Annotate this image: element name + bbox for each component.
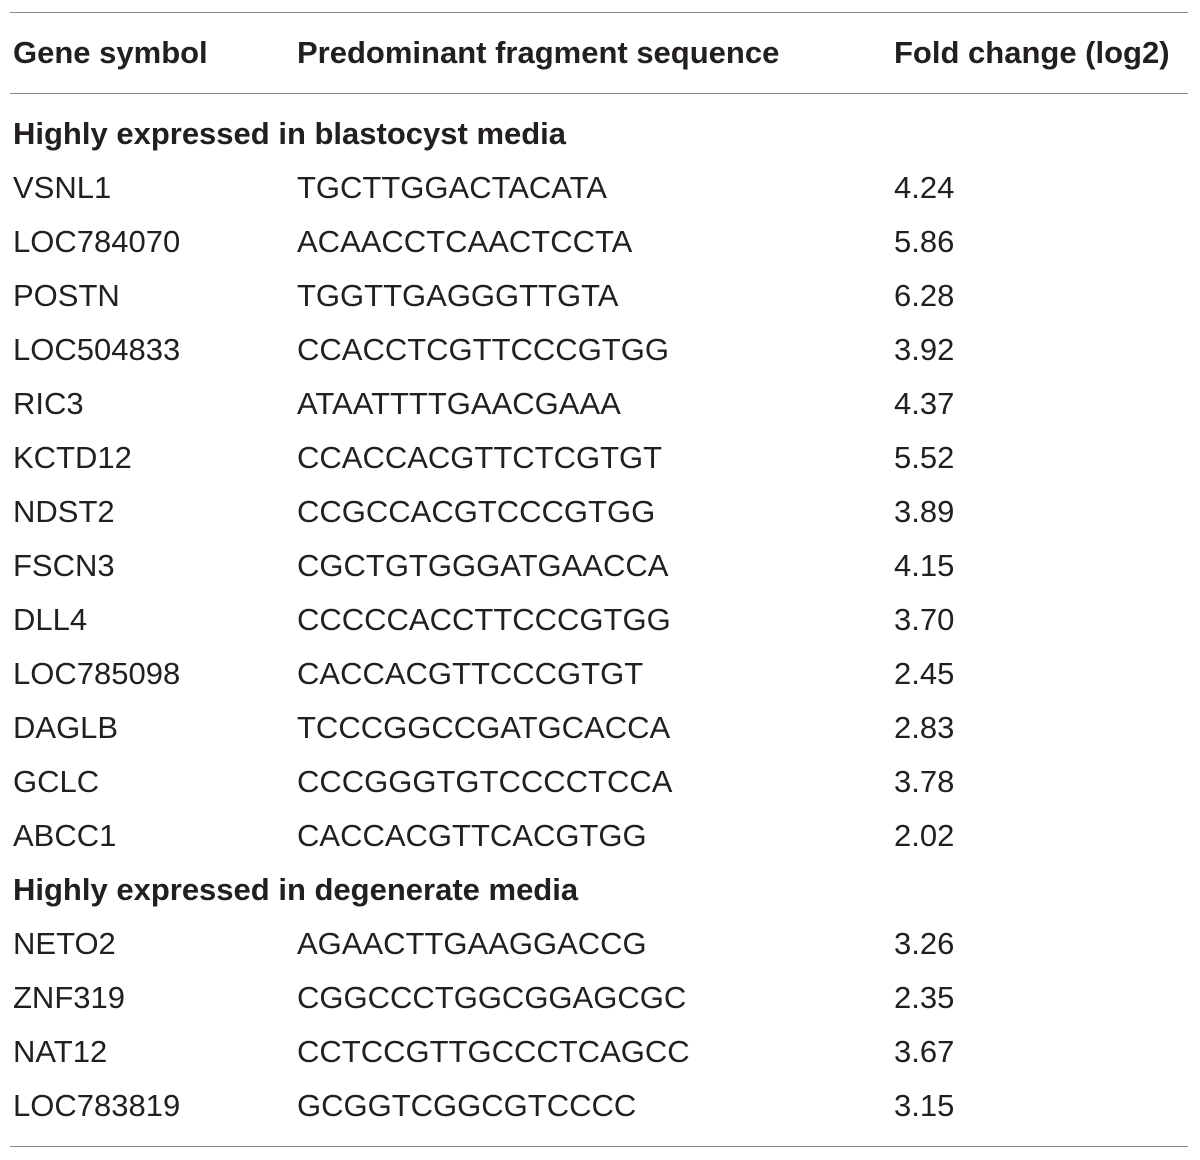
- table-row: RIC3 ATAATTTTGAACGAAA 4.37: [0, 377, 1200, 431]
- fold-change-cell: 6.28: [894, 278, 955, 313]
- sequence-cell: CCCGGGTGTCCCCTCCA: [297, 764, 673, 799]
- fold-change-cell: 3.78: [894, 764, 955, 799]
- fold-change-cell: 2.02: [894, 818, 955, 853]
- gene-symbol-cell: POSTN: [13, 278, 120, 313]
- gene-symbol-cell: GCLC: [13, 764, 100, 799]
- gene-symbol-cell: DLL4: [13, 602, 88, 637]
- fold-change-cell: 2.35: [894, 980, 955, 1015]
- sequence-cell: CACCACGTTCCCGTGT: [297, 656, 644, 691]
- fold-change-cell: 5.86: [894, 224, 955, 259]
- fold-change-cell: 4.15: [894, 548, 955, 583]
- gene-symbol-cell: NAT12: [13, 1034, 108, 1069]
- fold-change-cell: 4.24: [894, 170, 955, 205]
- gene-symbol-cell: DAGLB: [13, 710, 119, 745]
- sequence-cell: CGGCCCTGGCGGAGCGC: [297, 980, 687, 1015]
- table-row: NETO2 AGAACTTGAAGGACCG 3.26: [0, 917, 1200, 971]
- table-row: ZNF319 CGGCCCTGGCGGAGCGC 2.35: [0, 971, 1200, 1025]
- table-top-rule: [10, 12, 1188, 13]
- gene-symbol-cell: NDST2: [13, 494, 115, 529]
- sequence-cell: ATAATTTTGAACGAAA: [297, 386, 621, 421]
- table-row: LOC504833 CCACCTCGTTCCCGTGG 3.92: [0, 323, 1200, 377]
- sequence-cell: CCCCCACCTTCCCGTGG: [297, 602, 671, 637]
- table-row: NDST2 CCGCCACGTCCCGTGG 3.89: [0, 485, 1200, 539]
- table-header-row: Gene symbol Predominant fragment sequenc…: [0, 26, 1200, 80]
- table-row: LOC784070 ACAACCTCAACTCCTA 5.86: [0, 215, 1200, 269]
- sequence-cell: TGCTTGGACTACATA: [297, 170, 607, 205]
- gene-symbol-cell: LOC785098: [13, 656, 181, 691]
- gene-symbol-cell: NETO2: [13, 926, 116, 961]
- table-row: DLL4 CCCCCACCTTCCCGTGG 3.70: [0, 593, 1200, 647]
- sequence-cell: TGGTTGAGGGTTGTA: [297, 278, 619, 313]
- header-fragment-sequence: Predominant fragment sequence: [297, 35, 780, 70]
- table-row: KCTD12 CCACCACGTTCTCGTGT 5.52: [0, 431, 1200, 485]
- section-title: Highly expressed in degenerate media: [13, 872, 579, 907]
- table-row: LOC783819 GCGGTCGGCGTCCCC 3.15: [0, 1079, 1200, 1133]
- sequence-cell: CCGCCACGTCCCGTGG: [297, 494, 656, 529]
- table-row: LOC785098 CACCACGTTCCCGTGT 2.45: [0, 647, 1200, 701]
- table-row: FSCN3 CGCTGTGGGATGAACCA 4.15: [0, 539, 1200, 593]
- fold-change-cell: 2.83: [894, 710, 955, 745]
- fold-change-cell: 4.37: [894, 386, 955, 421]
- gene-symbol-cell: ABCC1: [13, 818, 117, 853]
- sequence-cell: ACAACCTCAACTCCTA: [297, 224, 633, 259]
- header-fold-change: Fold change (log2): [894, 35, 1170, 70]
- fold-change-cell: 3.67: [894, 1034, 955, 1069]
- section-heading-degenerate: Highly expressed in degenerate media: [0, 863, 1200, 917]
- gene-symbol-cell: ZNF319: [13, 980, 125, 1015]
- gene-symbol-cell: LOC783819: [13, 1088, 181, 1123]
- sequence-cell: CACCACGTTCACGTGG: [297, 818, 647, 853]
- gene-symbol-cell: LOC784070: [13, 224, 181, 259]
- table-row: ABCC1 CACCACGTTCACGTGG 2.02: [0, 809, 1200, 863]
- section-heading-blastocyst: Highly expressed in blastocyst media: [0, 107, 1200, 161]
- table-row: DAGLB TCCCGGCCGATGCACCA 2.83: [0, 701, 1200, 755]
- table-header-rule: [10, 93, 1188, 94]
- gene-symbol-cell: LOC504833: [13, 332, 181, 367]
- sequence-cell: CCACCTCGTTCCCGTGG: [297, 332, 669, 367]
- sequence-cell: GCGGTCGGCGTCCCC: [297, 1088, 637, 1123]
- fold-change-cell: 5.52: [894, 440, 955, 475]
- sequence-cell: CCACCACGTTCTCGTGT: [297, 440, 663, 475]
- fold-change-cell: 3.92: [894, 332, 955, 367]
- sequence-cell: CGCTGTGGGATGAACCA: [297, 548, 669, 583]
- fold-change-cell: 2.45: [894, 656, 955, 691]
- fold-change-cell: 3.26: [894, 926, 955, 961]
- section-title: Highly expressed in blastocyst media: [13, 116, 567, 151]
- sequence-cell: TCCCGGCCGATGCACCA: [297, 710, 671, 745]
- sequence-cell: AGAACTTGAAGGACCG: [297, 926, 647, 961]
- fold-change-cell: 3.89: [894, 494, 955, 529]
- table-row: VSNL1 TGCTTGGACTACATA 4.24: [0, 161, 1200, 215]
- header-gene-symbol: Gene symbol: [13, 35, 208, 70]
- gene-symbol-cell: VSNL1: [13, 170, 112, 205]
- gene-symbol-cell: RIC3: [13, 386, 84, 421]
- gene-symbol-cell: FSCN3: [13, 548, 115, 583]
- gene-symbol-cell: KCTD12: [13, 440, 132, 475]
- sequence-cell: CCTCCGTTGCCCTCAGCC: [297, 1034, 690, 1069]
- table-row: GCLC CCCGGGTGTCCCCTCCA 3.78: [0, 755, 1200, 809]
- fold-change-cell: 3.15: [894, 1088, 955, 1123]
- table-row: NAT12 CCTCCGTTGCCCTCAGCC 3.67: [0, 1025, 1200, 1079]
- table-row: POSTN TGGTTGAGGGTTGTA 6.28: [0, 269, 1200, 323]
- table-bottom-rule: [10, 1146, 1188, 1147]
- fold-change-cell: 3.70: [894, 602, 955, 637]
